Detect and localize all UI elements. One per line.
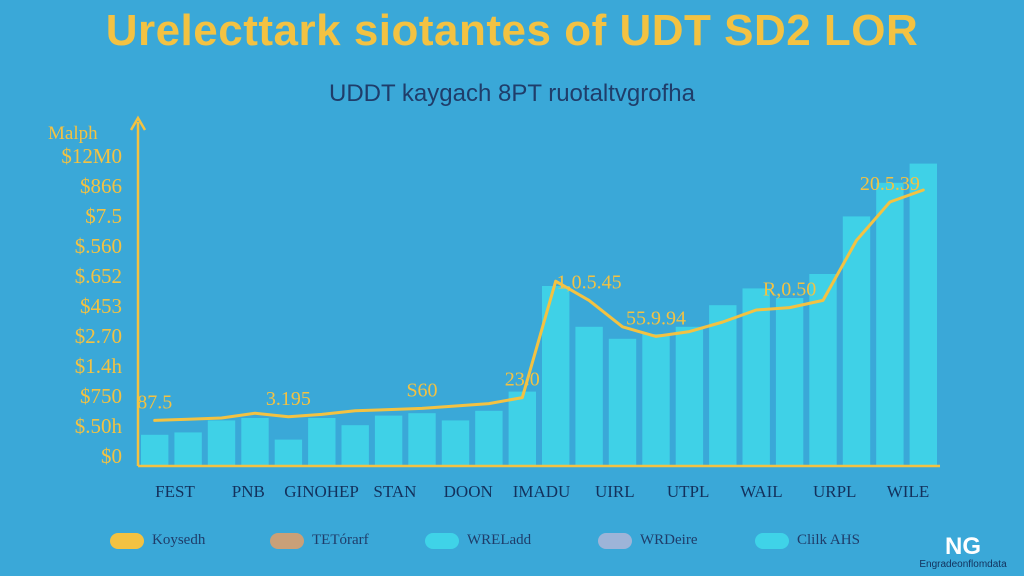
chart-bar (742, 288, 770, 466)
x-tick-label: STAN (373, 482, 416, 501)
chart-title: Urelecttark siotantes of UDT SD2 LOR (105, 6, 919, 55)
legend-item-tetorarf: TETórarf (270, 532, 369, 549)
chart-bar (475, 410, 503, 466)
x-tick-label: URPL (813, 482, 856, 501)
x-tick-label: PNB (232, 482, 265, 501)
data-label: S60 (406, 379, 437, 401)
y-tick-label: $1.4h (75, 354, 123, 378)
chart-bar (408, 413, 436, 466)
data-label: 87.5 (137, 391, 172, 413)
chart-bar (809, 274, 837, 466)
chart-bar (909, 163, 937, 466)
y-tick-label: $866 (80, 174, 122, 198)
x-tick-label: DOON (444, 482, 493, 501)
chart-bar (575, 326, 603, 466)
chart-bar (842, 216, 871, 466)
legend-label: Koysedh (152, 532, 206, 548)
chart-bar (775, 298, 804, 466)
legend-swatch (755, 532, 789, 549)
y-tick-label: $7.5 (85, 204, 122, 228)
chart-line-series (153, 188, 925, 422)
data-label: 1,0.5.45 (557, 271, 622, 293)
legend-swatch (598, 532, 632, 549)
chart-bar (675, 326, 704, 466)
chart-bar (441, 420, 470, 466)
data-label: 20.5.39 (860, 173, 920, 195)
data-label: 55.9.94 (626, 307, 686, 329)
y-tick-label: $12M0 (61, 144, 122, 168)
chart-bar (642, 334, 670, 466)
legend-item-clilk-ahs: Clilk AHS (755, 532, 860, 549)
chart-bar (508, 391, 536, 466)
chart-bar (341, 425, 369, 466)
brand-logo: NG Engradeonflomdata (908, 533, 1018, 571)
logo-mark: NG (945, 533, 981, 560)
x-tick-label: IMADU (513, 482, 571, 501)
chart-bar (308, 418, 336, 466)
y-tick-label: $.560 (75, 234, 122, 258)
legend-item-koysedh: Koysedh (110, 532, 205, 549)
chart-bar (174, 432, 202, 466)
legend-label: WRDeire (640, 532, 698, 548)
y-tick-label: $0 (101, 444, 122, 468)
chart-bar (207, 420, 236, 466)
data-label: 23.0 (505, 369, 540, 391)
x-tick-label: WILE (887, 482, 929, 501)
chart-bar (274, 439, 303, 466)
chart-subtitle: UDDT kaygach 8PT ruotaltvgrofha (329, 80, 695, 107)
legend-swatch (270, 532, 304, 549)
y-axis-label: Malph (48, 123, 98, 144)
legend-swatch (425, 532, 459, 549)
data-label: R,0.50 (763, 279, 816, 301)
legend-item-wrdeire: WRDeire (598, 532, 697, 549)
legend-swatch (110, 532, 144, 549)
legend-label: TETórarf (312, 532, 369, 548)
y-axis-arrow (129, 115, 147, 131)
logo-subtext: Engradeonflomdata (919, 559, 1007, 570)
x-tick-label: GINOHEP (284, 482, 359, 501)
y-tick-label: $.50h (75, 414, 123, 438)
y-tick-label: $2.70 (75, 324, 122, 348)
legend-label: WRELadd (467, 532, 532, 548)
x-tick-label: WAIL (740, 482, 782, 501)
legend-label: Clilk AHS (797, 532, 860, 548)
chart-bar (876, 182, 904, 467)
chart-bar (374, 415, 403, 466)
chart-legend: Koysedh TETórarf WRELadd WRDeire Clilk A… (110, 532, 910, 560)
chart-bar (241, 418, 269, 466)
x-tick-label: UIRL (595, 482, 635, 501)
legend-item-wreladd: WRELadd (425, 532, 531, 549)
x-tick-label: UTPL (667, 482, 710, 501)
chart-bar (709, 305, 737, 466)
chart-bar (141, 434, 169, 466)
y-tick-label: $750 (80, 384, 122, 408)
data-label: 3.195 (266, 388, 311, 410)
y-tick-label: $453 (80, 294, 122, 318)
y-tick-label: $.652 (75, 264, 122, 288)
chart-bar (608, 338, 637, 466)
x-tick-label: FEST (155, 482, 195, 501)
